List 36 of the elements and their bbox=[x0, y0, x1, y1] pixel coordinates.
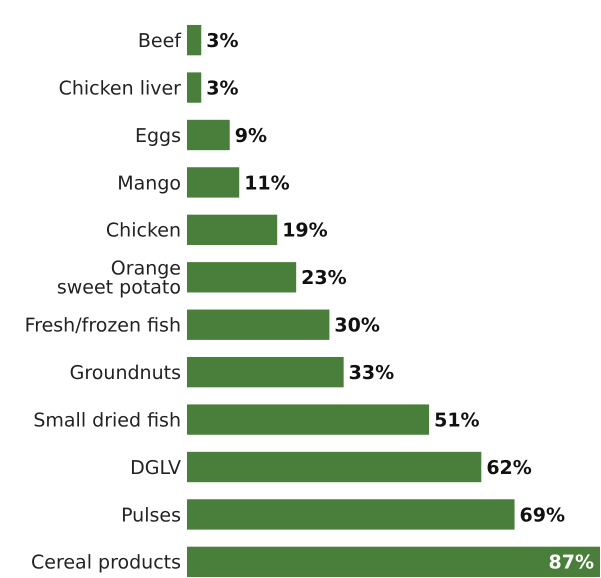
bar bbox=[187, 404, 430, 435]
data-label: 9% bbox=[234, 124, 267, 147]
data-label: 87% bbox=[548, 552, 594, 574]
data-label: 69% bbox=[520, 504, 566, 526]
y-tick-label: Eggs bbox=[134, 124, 181, 147]
y-tick-label: Chicken bbox=[106, 220, 181, 242]
y-tick-label: Fresh/frozen fish bbox=[24, 314, 181, 337]
bar bbox=[187, 72, 202, 103]
y-tick-label: Small dried fish bbox=[33, 409, 181, 432]
y-tick-label: Chicken liver bbox=[58, 77, 182, 100]
bar bbox=[187, 167, 240, 198]
bar bbox=[187, 24, 202, 56]
bar bbox=[187, 499, 515, 530]
bar bbox=[187, 262, 296, 292]
data-label: 51% bbox=[434, 409, 480, 432]
y-tick-label: Pulses bbox=[121, 504, 181, 526]
data-label: 3% bbox=[206, 77, 239, 100]
y-tick-label: DGLV bbox=[130, 456, 181, 479]
data-label: 11% bbox=[244, 172, 290, 194]
data-label: 33% bbox=[348, 362, 394, 384]
y-tick-label: Mango bbox=[117, 172, 181, 194]
bar bbox=[187, 356, 344, 388]
y-tick-label: Groundnuts bbox=[70, 362, 181, 384]
y-tick-label: Orange sweet potato bbox=[56, 258, 181, 299]
y-tick-label: Cereal products bbox=[31, 552, 181, 574]
data-label: 30% bbox=[334, 314, 380, 337]
bar bbox=[187, 214, 278, 246]
bar bbox=[187, 546, 600, 578]
bar bbox=[187, 310, 330, 340]
bar bbox=[187, 452, 482, 482]
y-tick-label: Beef bbox=[138, 30, 182, 52]
data-label: 62% bbox=[486, 456, 532, 479]
data-label: 19% bbox=[282, 220, 328, 242]
data-label: 23% bbox=[301, 267, 347, 290]
data-label: 3% bbox=[206, 30, 239, 52]
bar bbox=[187, 120, 230, 150]
